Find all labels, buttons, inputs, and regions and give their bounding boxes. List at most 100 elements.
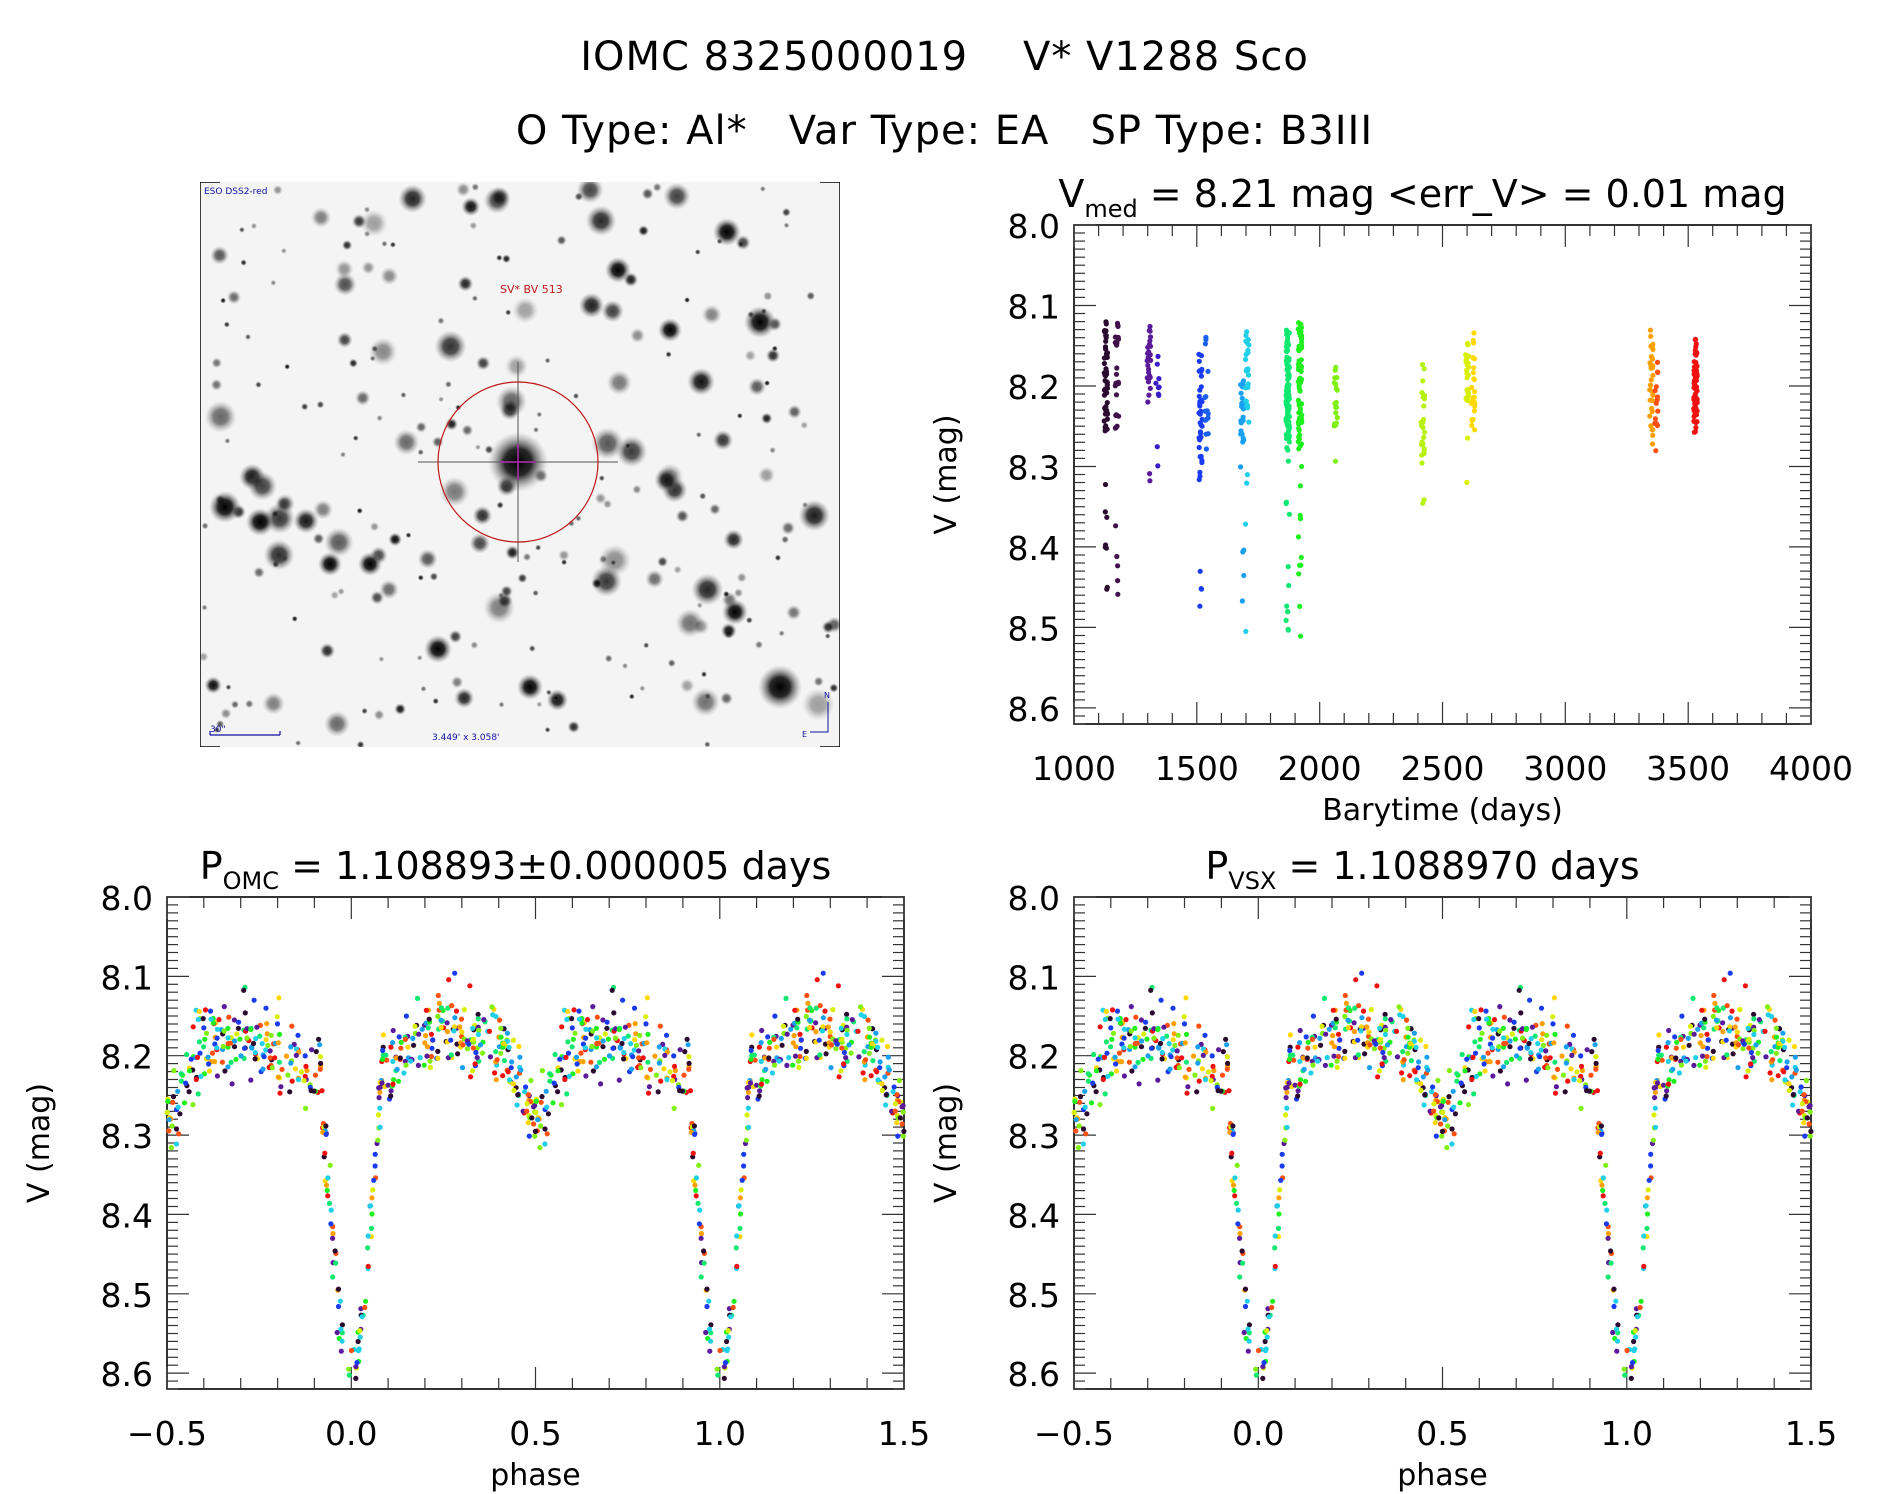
data-point — [1253, 1372, 1259, 1378]
data-point — [444, 1020, 450, 1026]
data-point — [1647, 327, 1653, 333]
data-point — [474, 1045, 480, 1051]
data-point — [879, 1037, 885, 1043]
y-axis-label: V (mag) — [22, 1083, 57, 1203]
survey-label: ESO DSS2-red — [204, 187, 267, 197]
data-point — [644, 1040, 650, 1046]
data-point — [643, 1021, 649, 1027]
data-point — [644, 1074, 650, 1080]
data-point — [746, 1084, 752, 1090]
data-point — [1090, 1080, 1096, 1086]
data-point — [481, 1017, 487, 1023]
data-point — [1243, 385, 1249, 391]
data-point — [1368, 1007, 1374, 1013]
data-point — [1466, 1024, 1472, 1030]
data-point — [1396, 1004, 1402, 1010]
data-point — [1551, 995, 1557, 1001]
field-star — [378, 656, 385, 663]
data-point — [277, 1090, 283, 1096]
data-point — [901, 1128, 907, 1134]
data-point — [486, 1028, 493, 1034]
data-point — [1808, 1128, 1814, 1134]
field-star — [736, 572, 747, 583]
data-point — [1333, 1016, 1339, 1022]
field-star — [572, 392, 580, 400]
field-star — [272, 184, 283, 196]
data-point — [1777, 1058, 1783, 1064]
data-point — [411, 1042, 417, 1048]
data-point — [1631, 1338, 1637, 1345]
field-star — [505, 309, 512, 316]
field-star — [368, 337, 398, 366]
data-point — [1543, 1055, 1549, 1061]
data-point — [547, 1078, 553, 1084]
field-star — [544, 357, 551, 364]
data-point — [900, 1103, 906, 1109]
data-point — [1470, 370, 1476, 376]
data-point — [493, 1077, 499, 1083]
data-point — [797, 1053, 803, 1060]
data-point — [330, 1231, 336, 1237]
data-point — [1608, 1260, 1614, 1266]
field-star — [558, 549, 570, 562]
data-point — [1324, 1055, 1330, 1061]
data-point — [1132, 1025, 1138, 1031]
data-point — [1285, 627, 1291, 633]
data-point — [1643, 1203, 1649, 1209]
data-point — [274, 1021, 281, 1027]
data-point — [1245, 381, 1251, 387]
data-point — [1132, 1064, 1138, 1070]
data-point — [1244, 402, 1250, 408]
y-tick-label: 8.2 — [101, 1038, 153, 1077]
data-point — [1697, 1040, 1703, 1046]
data-point — [1332, 367, 1338, 373]
field-star — [417, 574, 424, 581]
field-star — [262, 692, 285, 715]
data-point — [879, 1081, 885, 1087]
field-star — [310, 207, 332, 228]
target-aperture-circle — [437, 381, 599, 543]
data-point — [693, 1193, 699, 1199]
field-star — [400, 391, 407, 399]
field-star — [637, 225, 650, 237]
data-point — [1767, 1070, 1773, 1076]
field-star — [431, 436, 444, 448]
data-point — [564, 1091, 570, 1097]
data-point — [877, 1059, 883, 1065]
data-point — [1202, 341, 1208, 347]
data-point — [498, 1050, 504, 1056]
data-point — [1547, 1055, 1553, 1061]
data-point — [841, 1061, 847, 1067]
data-point — [1305, 1039, 1311, 1045]
field-star — [696, 602, 703, 609]
data-point — [1710, 1013, 1716, 1020]
data-point — [317, 1066, 323, 1072]
data-point — [1196, 477, 1202, 483]
data-point — [183, 1080, 189, 1086]
data-point — [1632, 1328, 1638, 1334]
data-point — [730, 1304, 736, 1311]
bright-star — [246, 508, 274, 536]
field-star — [759, 185, 766, 192]
data-point — [547, 1071, 553, 1077]
data-point — [1641, 1233, 1647, 1239]
data-point — [1720, 1005, 1726, 1011]
data-point — [1465, 393, 1471, 399]
data-point — [823, 1051, 829, 1057]
data-point — [346, 1366, 352, 1372]
data-point — [1159, 1050, 1165, 1056]
data-point — [375, 1137, 381, 1143]
data-point — [1645, 1187, 1651, 1193]
data-point — [1551, 1074, 1557, 1080]
field-star — [270, 279, 277, 286]
data-point — [1232, 1193, 1238, 1199]
data-point — [1198, 368, 1204, 374]
data-point — [841, 1049, 848, 1056]
data-point — [1469, 417, 1475, 424]
data-point — [1113, 371, 1120, 377]
field-star — [333, 272, 357, 296]
data-point — [1145, 344, 1151, 350]
data-point — [1112, 383, 1118, 389]
data-point — [1711, 992, 1717, 999]
